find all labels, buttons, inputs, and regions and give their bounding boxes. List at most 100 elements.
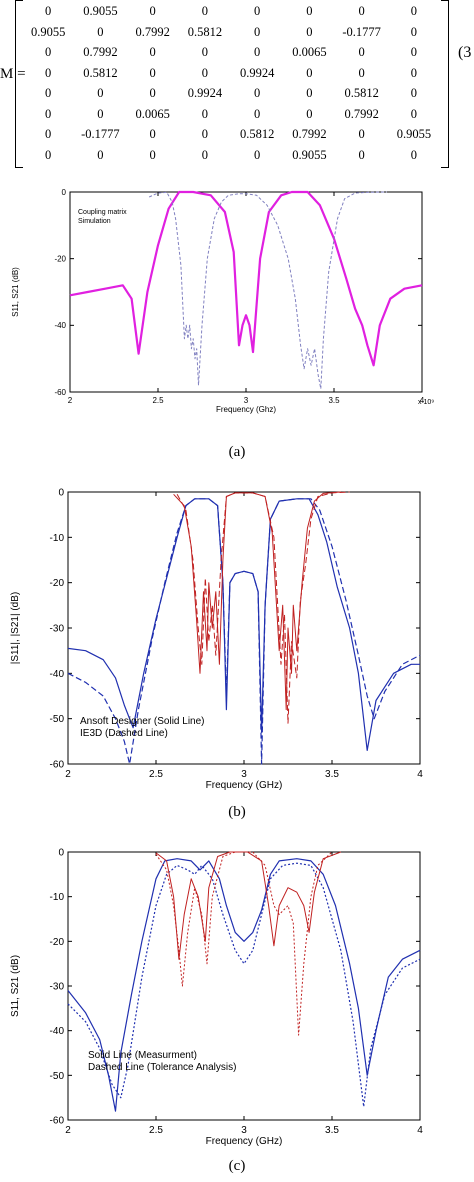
matrix-cell: 0: [254, 4, 261, 18]
matrix-cell: 0.9055: [30, 24, 66, 39]
x-tick-label: 2.5: [149, 1125, 163, 1136]
matrix-cell: 0: [254, 45, 261, 59]
matrix-cell: 0: [45, 147, 52, 162]
matrix-cell: 0: [149, 4, 156, 18]
x-tick-label: 4: [420, 396, 425, 405]
x-axis-label: Frequency (Ghz): [216, 405, 276, 414]
matrix-cell: 0.9924: [187, 86, 223, 100]
y-tick-label: -10: [50, 533, 65, 544]
matrix-cell: 0: [358, 4, 365, 18]
matrix-cell: 0.5812: [344, 86, 379, 100]
plot-area: [67, 851, 421, 1121]
matrix-cell: 0: [410, 65, 417, 80]
series-line: [155, 851, 333, 1036]
coupling-matrix-equation: M = 0 0.9055 0 0 0 0 0 0 0.9055 0 0.7992 0.5812 0 0 -0…: [0, 0, 474, 172]
matrix-cell: 0: [254, 86, 261, 100]
matrix-cell: 0.0065: [135, 106, 170, 121]
matrix-left-bracket: [15, 0, 23, 168]
chart-annotation: Coupling matrix: [78, 209, 127, 216]
matrix-cell: 0: [45, 106, 52, 121]
matrix-cell: 0: [201, 4, 208, 18]
matrix-cell: 0: [410, 106, 417, 121]
matrix-cell: 0: [45, 45, 52, 59]
y-tick-label: -30: [50, 982, 65, 993]
plot-area: [67, 491, 421, 765]
matrix-row: 0 0 0 0 0 0.9055 0 0: [22, 145, 440, 166]
x-tick-label: 3: [244, 396, 249, 405]
x-tick-label: 4: [417, 769, 423, 780]
matrix-cell: -0.1777: [81, 127, 120, 141]
x-axis-exponent: x 10⁹: [418, 399, 434, 406]
chart-b: 2 2.5 3 3.5 4 0 -10 -20 -30 -40 -50 -60 Frequency (G…: [10, 488, 423, 792]
matrix-cell: 0: [97, 86, 104, 100]
matrix-cell: 0: [358, 147, 365, 162]
chart-annotation: Dashed Line (Tolerance Analysis): [88, 1062, 236, 1073]
matrix-cell: 0: [358, 45, 365, 59]
x-tick-label: 2: [65, 1125, 71, 1136]
matrix-cell: 0: [97, 106, 104, 121]
matrix-cell: 0: [201, 127, 208, 141]
series-line: [155, 851, 341, 960]
chart-panel-b: 2 2.5 3 3.5 4 0 -10 -20 -30 -40 -50 -60 Frequency (G…: [0, 476, 474, 798]
y-tick-label: -60: [54, 388, 66, 397]
y-tick-label: -60: [50, 1116, 65, 1127]
y-tick-label: -60: [50, 760, 65, 771]
y-tick-label: -50: [50, 714, 65, 725]
series-line: [69, 190, 423, 367]
matrix-cell: 0: [254, 24, 261, 39]
y-tick-label: -10: [50, 892, 65, 903]
matrix-cell: 0: [201, 147, 208, 162]
matrix-cell: 0.5812: [187, 24, 223, 39]
matrix-cell: 0: [149, 86, 156, 100]
matrix-cell: 0: [358, 65, 365, 80]
matrix-row: 0 0 0.0065 0 0 0 0.7992 0: [22, 104, 440, 125]
matrix-cell: 0: [306, 24, 313, 39]
matrix-cell: 0: [97, 147, 104, 162]
matrix-cell: 0: [254, 147, 261, 162]
y-axis-label: S11, S21 (dB): [11, 267, 20, 317]
y-tick-label: -40: [54, 321, 66, 330]
x-tick-label: 2: [68, 396, 73, 405]
matrix-cell: 0: [410, 4, 417, 18]
chart-c: 2 2.5 3 3.5 4 0 -10 -20 -30 -40 -50 -60 Frequency (G…: [10, 848, 423, 1148]
matrix-cell: 0: [410, 45, 417, 59]
chart-annotation: Solid Line (Measurment): [88, 1050, 197, 1061]
matrix-cell: 0: [149, 45, 156, 59]
matrix-cell: 0: [201, 65, 208, 80]
x-tick-label: 3: [241, 1125, 247, 1136]
y-tick-label: 0: [58, 848, 64, 859]
y-tick-label: -30: [50, 624, 65, 635]
matrix-cell: 0.7992: [292, 127, 327, 141]
x-tick-label: 2: [65, 769, 71, 780]
x-tick-label: 3.5: [325, 769, 339, 780]
y-axis-label: S11, S21 (dB): [10, 955, 21, 1017]
matrix-row: 0 0.9055 0 0 0 0 0 0: [22, 1, 440, 22]
matrix-row: 0.9055 0 0.7992 0.5812 0 0 -0.1777 0: [22, 22, 440, 43]
plot-area: [69, 191, 423, 393]
matrix-cell: 0: [201, 106, 208, 121]
chart-panel-a: 2 2.5 3 3.5 4 0 -20 -40 -60 Frequency (Ghz) S11, S…: [0, 180, 474, 438]
matrix-cell: 0: [358, 127, 365, 141]
matrix-cell: 0: [149, 65, 156, 80]
matrix-cell: 0: [410, 147, 417, 162]
series-line: [67, 498, 421, 765]
matrix-cell: 0.9055: [396, 127, 432, 141]
series-line: [67, 862, 421, 1108]
equation-number: (3: [458, 44, 472, 61]
x-tick-label: 3.5: [328, 396, 340, 405]
caption-c: (c): [228, 1158, 246, 1174]
x-tick-label: 3: [241, 769, 247, 780]
series-line: [148, 191, 387, 390]
x-tick-label: 3.5: [325, 1125, 339, 1136]
y-tick-label: -50: [50, 1071, 65, 1082]
matrix-row: 0 0.5812 0 0 0.9924 0 0 0: [22, 63, 440, 84]
matrix-row: 0 0.7992 0 0 0 0.0065 0 0: [22, 42, 440, 63]
y-axis-label: |S11|, |S21| (dB): [10, 592, 21, 664]
matrix-cell: 0.0065: [292, 45, 327, 59]
chart-annotation: IE3D (Dashed Line): [80, 728, 168, 739]
matrix-cell: 0: [254, 106, 261, 121]
matrix-cell: 0: [45, 127, 52, 141]
matrix-cell: 0.9055: [292, 147, 327, 162]
matrix-right-bracket: [441, 0, 449, 168]
matrix-cell: 0: [45, 65, 52, 80]
